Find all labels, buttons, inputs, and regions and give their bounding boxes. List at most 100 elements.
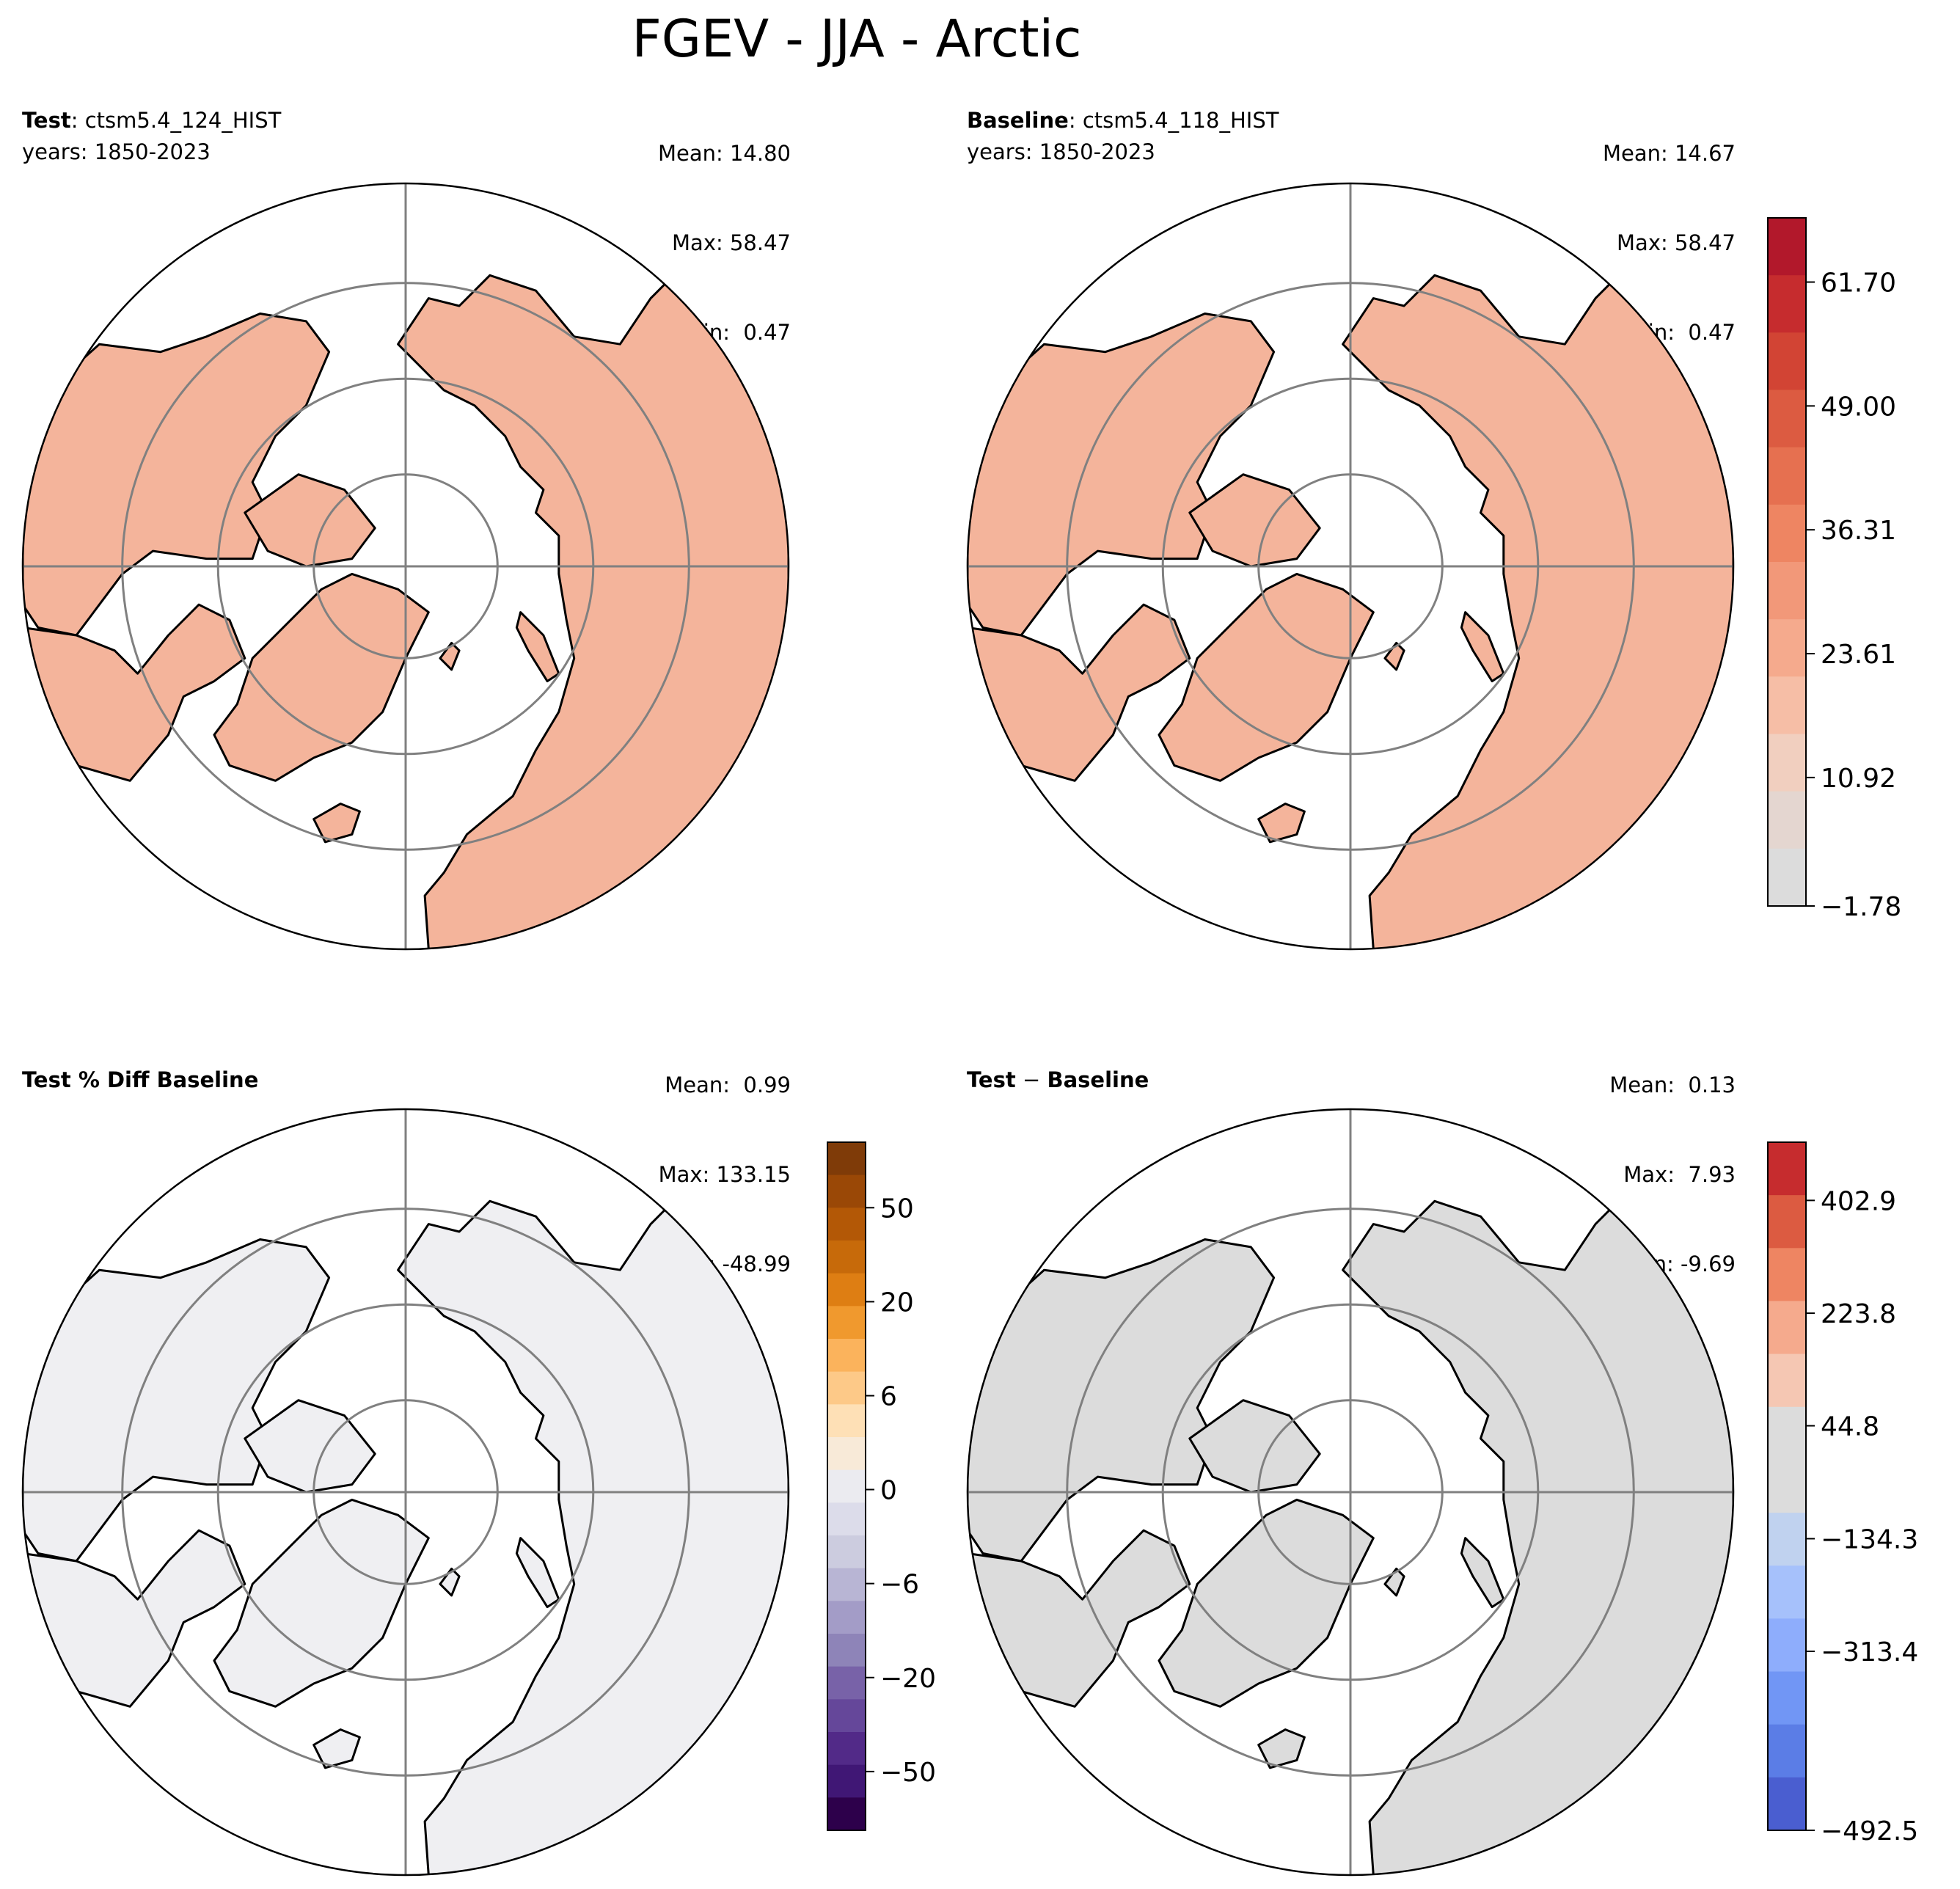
canada-landmass: [968, 603, 1191, 782]
colorbar-band: [1768, 1671, 1806, 1725]
stat-max: Max: 58.47: [672, 230, 791, 255]
colorbar-band: [1768, 562, 1806, 620]
colorbar-band: [1768, 1195, 1806, 1249]
colorbar-tick-label: 61.70: [1821, 268, 1896, 299]
canada-landmass: [968, 1529, 1191, 1708]
graticule: [23, 183, 789, 949]
map-diff: [966, 1108, 1735, 1877]
colorbar-tick-label: −20: [880, 1664, 936, 1694]
colorbar-band: [827, 1568, 866, 1601]
graticule: [23, 1109, 789, 1875]
arctic-archipelago: [244, 1399, 376, 1494]
colorbar-band: [1768, 1406, 1806, 1461]
colorbar-tick-label: 44.8: [1821, 1412, 1879, 1442]
colorbar-tick-label: 223.8: [1821, 1299, 1896, 1329]
colorbar-tick-label: 20: [880, 1287, 914, 1318]
greenland-landmass: [213, 1498, 430, 1708]
colorbar-tick-label: 49.00: [1821, 392, 1896, 422]
colorbar-tick-label: −134.3: [1821, 1524, 1918, 1554]
colorbar-band: [827, 1241, 866, 1274]
greenland-landmass: [1158, 1498, 1375, 1708]
colorbar-tick-label: 402.9: [1821, 1186, 1896, 1216]
colorbar-main: 61.70 49.00 36.31 23.61 10.92 −1.78: [1767, 217, 1901, 922]
colorbar-band: [1768, 332, 1806, 391]
colorbar-band: [1768, 504, 1806, 563]
land-fill-layer: [23, 1161, 789, 1875]
colorbar-band: [1768, 1777, 1806, 1831]
colorbar-tick-label: −1.78: [1821, 892, 1901, 922]
north-america-landmass: [968, 1238, 1276, 1563]
map-baseline: [966, 182, 1735, 951]
colorbar-band: [827, 1764, 866, 1798]
canada-landmass: [23, 603, 246, 782]
colorbar-band: [1768, 734, 1806, 792]
eurasia-landmass: [1342, 1161, 1733, 1875]
map-boundary: [21, 182, 790, 951]
colorbar-tick-label: 0: [880, 1476, 897, 1506]
colorbar-band: [827, 1634, 866, 1667]
colorbar-band: [827, 1273, 866, 1307]
map-boundary: [966, 1108, 1735, 1877]
colorbar-band: [1768, 848, 1806, 907]
colorbar-band: [1768, 1142, 1806, 1196]
map-boundary: [21, 1108, 790, 1877]
eurasia-landmass: [1342, 235, 1733, 949]
colorbar-band: [1768, 1513, 1806, 1566]
greenland-landmass: [1158, 572, 1375, 782]
north-america-landmass: [23, 313, 331, 637]
panel-baseline-title: Baseline: ctsm5.4_118_HIST: [967, 108, 1279, 133]
colorbar-band: [827, 1437, 866, 1471]
panel-diff-title: Test − Baseline: [967, 1067, 1149, 1092]
novaya-zemlya-island: [1460, 611, 1505, 683]
north-america-landmass: [968, 313, 1276, 637]
colorbar-band: [1768, 447, 1806, 505]
colorbar-frame: [1767, 1141, 1807, 1831]
north-america-landmass: [23, 1238, 331, 1563]
colorbar-band: [827, 1666, 866, 1700]
novaya-zemlya-island: [515, 1537, 560, 1609]
arctic-archipelago: [1188, 473, 1321, 568]
stat-mean: Mean: 0.13: [1609, 1073, 1736, 1098]
colorbar-band: [1768, 1248, 1806, 1302]
colorbar-band: [827, 1535, 866, 1569]
colorbar-band: [1768, 1618, 1806, 1673]
colorbar-band: [1768, 1565, 1806, 1619]
colorbar-tick-label: 50: [880, 1194, 914, 1224]
map-test: [21, 182, 790, 951]
colorbar-frame: [827, 1141, 866, 1831]
colorbar-band: [1768, 619, 1806, 677]
panel-test-title: Test: ctsm5.4_124_HIST: [22, 108, 282, 133]
land-fill-layer: [968, 235, 1733, 949]
colorbar-tick-label: 10.92: [1821, 764, 1896, 794]
colorbar-band: [827, 1699, 866, 1733]
graticule: [968, 1109, 1733, 1875]
colorbar-band: [827, 1207, 866, 1241]
colorbar-tick-label: −492.5: [1821, 1816, 1918, 1846]
colorbar-tick-label: 6: [880, 1382, 897, 1412]
eurasia-landmass: [397, 1161, 789, 1875]
colorbar-pctdiff: 50 20 6 0 −6 −20 −50: [827, 1141, 936, 1831]
colorbar-tick-label: 23.61: [1821, 640, 1896, 670]
colorbar-band: [827, 1404, 866, 1438]
stat-mean: Mean: 14.67: [1602, 141, 1736, 167]
colorbar-band: [827, 1797, 866, 1831]
colorbar-tick-label: −313.4: [1821, 1637, 1918, 1667]
canada-landmass: [23, 1529, 246, 1708]
colorbar-band: [1768, 1301, 1806, 1355]
colorbar-tick-label: 36.31: [1821, 516, 1896, 546]
colorbar-band: [827, 1174, 866, 1208]
panel-baseline-stats: Mean: 14.67 Max: 58.47 Min: 0.47: [1603, 79, 1736, 377]
eurasia-landmass: [397, 235, 789, 949]
arctic-archipelago: [244, 473, 376, 568]
colorbar-band: [827, 1339, 866, 1373]
colorbar-band: [1768, 390, 1806, 448]
stat-max: Max: 58.47: [1617, 230, 1736, 255]
stat-mean: Mean: 14.80: [657, 141, 791, 167]
stat-mean: Mean: 0.99: [665, 1073, 791, 1098]
greenland-landmass: [213, 572, 430, 782]
colorbar-tick-label: −50: [880, 1758, 936, 1788]
arctic-archipelago: [1188, 1399, 1321, 1494]
stat-max: Max: 7.93: [1623, 1161, 1736, 1187]
colorbar-band: [827, 1142, 866, 1176]
